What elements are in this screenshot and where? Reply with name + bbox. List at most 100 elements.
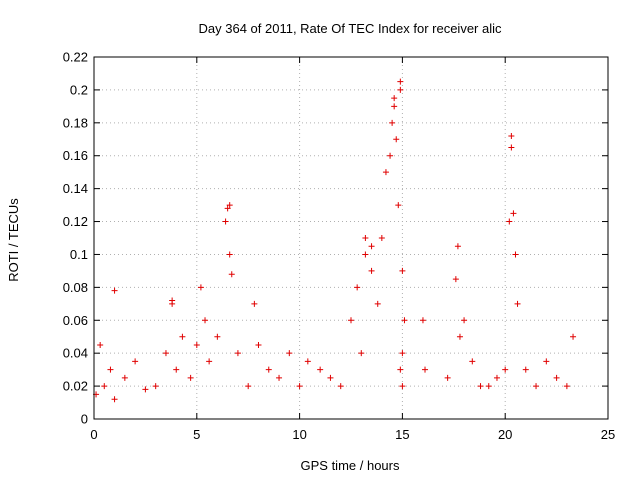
data-point xyxy=(469,358,476,365)
data-point xyxy=(399,350,406,357)
data-point xyxy=(543,358,550,365)
data-point xyxy=(419,317,426,324)
data-point xyxy=(179,333,186,340)
data-point xyxy=(327,374,334,381)
data-point xyxy=(397,86,404,93)
data-point xyxy=(399,267,406,274)
data-point xyxy=(362,235,369,241)
data-point xyxy=(265,366,272,373)
data-point xyxy=(296,383,303,390)
data-point xyxy=(317,366,324,373)
data-point xyxy=(522,366,529,373)
data-point xyxy=(101,383,108,390)
x-tick-label: 10 xyxy=(292,427,306,442)
data-point xyxy=(348,317,354,324)
data-point xyxy=(358,350,365,357)
data-points xyxy=(93,78,577,403)
data-point xyxy=(397,366,404,373)
data-point xyxy=(193,341,200,348)
y-tick-label: 0.14 xyxy=(63,181,88,196)
data-point xyxy=(395,202,402,209)
data-point xyxy=(510,210,517,217)
x-tick-label: 0 xyxy=(90,427,97,442)
y-tick-label: 0.08 xyxy=(63,280,88,295)
y-tick-label: 0.2 xyxy=(70,82,88,97)
data-point xyxy=(368,243,375,250)
data-point xyxy=(132,358,139,365)
x-axis-ticks: 0 5 10 15 20 25 xyxy=(90,57,615,442)
data-point xyxy=(107,366,114,373)
data-point xyxy=(111,287,118,294)
x-tick-label: 25 xyxy=(601,427,615,442)
data-point xyxy=(226,202,233,209)
data-point xyxy=(224,205,231,212)
grid-lines xyxy=(94,57,608,419)
data-point xyxy=(222,218,229,225)
data-point xyxy=(444,374,451,381)
data-point xyxy=(512,251,519,258)
x-tick-label: 5 xyxy=(193,427,200,442)
data-point xyxy=(374,300,381,307)
data-point xyxy=(378,235,385,241)
data-point xyxy=(276,374,283,381)
data-point xyxy=(399,383,406,390)
y-tick-label: 0.02 xyxy=(63,379,88,394)
y-tick-label: 0.04 xyxy=(63,346,88,361)
y-tick-label: 0.16 xyxy=(63,148,88,163)
data-point xyxy=(533,383,540,390)
data-point xyxy=(251,300,258,307)
data-point xyxy=(506,218,513,225)
data-point xyxy=(391,95,398,102)
data-point xyxy=(508,132,515,139)
y-tick-label: 0.22 xyxy=(63,50,88,65)
y-tick-label: 0.06 xyxy=(63,313,88,328)
data-point xyxy=(397,78,404,85)
data-point xyxy=(197,284,204,291)
data-point xyxy=(508,144,515,151)
data-point xyxy=(162,350,169,357)
data-point xyxy=(393,136,400,143)
data-point xyxy=(456,333,463,340)
y-tick-label: 0.1 xyxy=(70,247,88,262)
data-point xyxy=(570,333,577,340)
data-point xyxy=(514,300,521,307)
data-point xyxy=(382,169,389,176)
data-point xyxy=(493,374,500,381)
y-axis-label: ROTI / TECUs xyxy=(6,198,21,282)
data-point xyxy=(111,396,118,403)
data-point xyxy=(97,341,104,348)
data-point xyxy=(401,317,408,324)
x-tick-label: 15 xyxy=(395,427,409,442)
data-point xyxy=(121,374,128,381)
data-point xyxy=(169,297,176,304)
data-point xyxy=(422,366,429,373)
y-tick-label: 0.12 xyxy=(63,214,88,229)
data-point xyxy=(173,366,180,373)
data-point xyxy=(214,333,221,340)
data-point xyxy=(389,119,396,126)
data-point xyxy=(226,251,233,258)
x-tick-label: 20 xyxy=(498,427,512,442)
data-point xyxy=(234,350,241,357)
data-point xyxy=(152,383,159,390)
plot-frame xyxy=(93,56,609,420)
y-tick-label: 0 xyxy=(81,412,88,427)
data-point xyxy=(563,383,570,390)
chart-title: Day 364 of 2011, Rate Of TEC Index for r… xyxy=(199,21,502,36)
data-point xyxy=(206,358,213,365)
data-point xyxy=(202,317,209,324)
data-point xyxy=(304,358,311,365)
data-point xyxy=(337,383,344,390)
data-point xyxy=(286,350,293,357)
data-point xyxy=(187,374,194,381)
data-point xyxy=(228,271,235,278)
y-axis-ticks: 0 0.02 0.04 0.06 0.08 0.1 0.12 0.14 0.16 0.18 0.2 0… xyxy=(63,50,608,427)
data-point xyxy=(362,251,369,258)
data-point xyxy=(142,386,149,393)
data-point xyxy=(454,243,461,250)
data-point xyxy=(477,383,484,390)
data-point xyxy=(387,152,394,159)
data-point xyxy=(452,276,459,283)
data-point xyxy=(553,374,560,381)
